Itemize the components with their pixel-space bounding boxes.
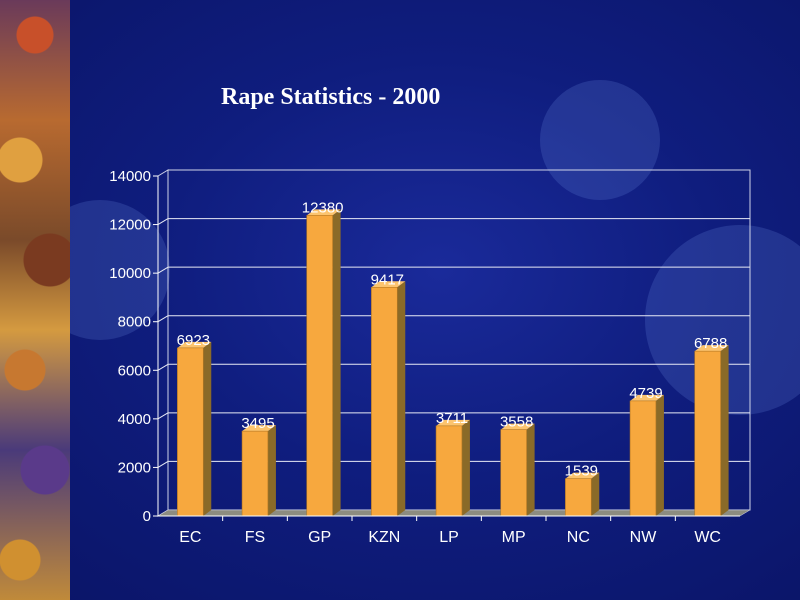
bar-front bbox=[435, 425, 463, 517]
bar-gp bbox=[306, 209, 341, 517]
y-tick-label: 12000 bbox=[109, 217, 151, 234]
bar-nw bbox=[629, 394, 664, 517]
y-tick-label: 0 bbox=[143, 508, 151, 525]
bar-front bbox=[500, 429, 527, 517]
bar-side bbox=[267, 425, 276, 516]
gridline-side bbox=[157, 460, 169, 468]
y-tick-label: 10000 bbox=[109, 265, 151, 282]
bar-top bbox=[500, 423, 535, 430]
y-tick-label: 6000 bbox=[118, 362, 151, 379]
bar-kzn bbox=[371, 281, 406, 517]
bar-front bbox=[565, 478, 592, 517]
y-tick-label: 8000 bbox=[118, 314, 151, 331]
x-tick-label: NC bbox=[567, 529, 590, 546]
x-tick-label: FS bbox=[245, 529, 265, 546]
bar-lp bbox=[435, 419, 470, 517]
bar-front bbox=[306, 215, 333, 517]
x-tick-label: LP bbox=[439, 529, 459, 546]
data-label: 9417 bbox=[371, 271, 404, 288]
gridline-side bbox=[157, 363, 169, 371]
chart-title: Rape Statistics - 2000 bbox=[221, 84, 441, 110]
bar-front bbox=[629, 400, 657, 517]
data-label: 4739 bbox=[629, 385, 662, 402]
gridline-side bbox=[157, 266, 169, 274]
gridline-side bbox=[157, 218, 169, 226]
x-tick-label: MP bbox=[502, 529, 526, 546]
data-label: 6923 bbox=[177, 332, 210, 349]
data-label: 3558 bbox=[500, 414, 533, 431]
x-tick-label: NW bbox=[630, 529, 658, 546]
bar-top bbox=[306, 209, 341, 216]
data-label: 3495 bbox=[241, 415, 274, 432]
y-tick-label: 4000 bbox=[118, 411, 151, 428]
bar-front bbox=[177, 347, 204, 517]
x-tick-label: WC bbox=[694, 529, 721, 546]
bar-top bbox=[630, 394, 664, 401]
bar-side bbox=[720, 345, 729, 516]
bar-wc bbox=[694, 345, 729, 517]
bar-front bbox=[241, 430, 269, 517]
bar-side bbox=[332, 209, 341, 517]
bar-ec bbox=[177, 341, 212, 517]
bar-nc bbox=[565, 472, 600, 517]
bar-front bbox=[371, 287, 398, 517]
data-label: 1539 bbox=[565, 463, 598, 480]
x-tick-label: EC bbox=[179, 529, 201, 546]
gridline-side bbox=[157, 412, 169, 420]
bar-fs bbox=[241, 425, 276, 517]
bar-side bbox=[591, 472, 600, 516]
bar-front bbox=[694, 350, 721, 517]
bar-top bbox=[177, 341, 212, 348]
decorative-side-strip bbox=[0, 0, 70, 600]
bar-mp bbox=[500, 423, 535, 517]
y-tick-label: 14000 bbox=[109, 168, 151, 185]
bar-top bbox=[371, 281, 406, 288]
bar-side bbox=[203, 341, 212, 516]
data-label: 6788 bbox=[694, 335, 727, 352]
data-label: 12380 bbox=[302, 199, 344, 216]
bar-side bbox=[655, 394, 664, 516]
bar-side bbox=[461, 419, 470, 516]
bar-top bbox=[436, 419, 470, 426]
bar-top bbox=[694, 345, 729, 352]
bar-top bbox=[565, 472, 600, 479]
bar-top bbox=[242, 425, 276, 432]
bar-side bbox=[526, 423, 535, 516]
y-tick-label: 2000 bbox=[118, 459, 151, 476]
gridline-side bbox=[157, 315, 169, 323]
background-gear-decoration bbox=[70, 80, 800, 415]
x-tick-label: GP bbox=[308, 529, 331, 546]
bar-side bbox=[397, 281, 406, 516]
data-label: 3711 bbox=[436, 410, 468, 427]
x-tick-label: KZN bbox=[368, 529, 400, 546]
